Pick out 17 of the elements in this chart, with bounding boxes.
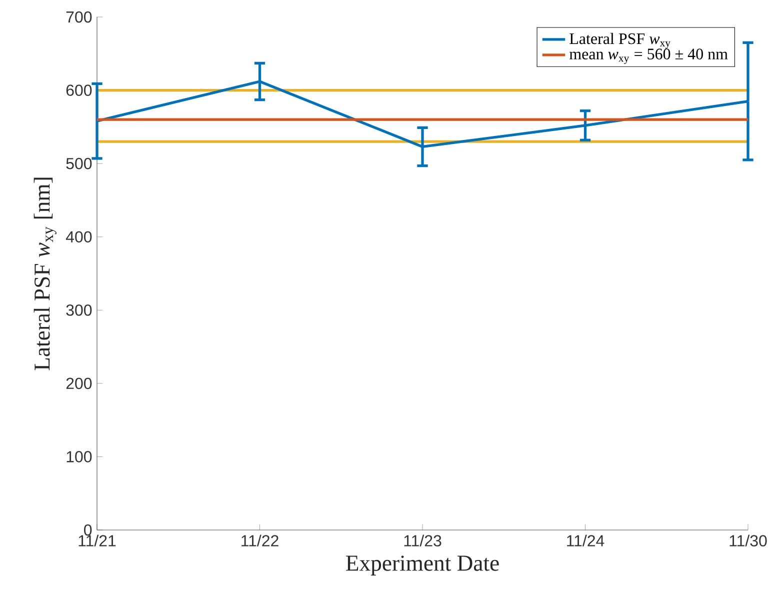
y-tick-label: 100 (66, 451, 92, 462)
y-tick-label: 300 (66, 304, 92, 316)
y-tick-label: 400 (66, 231, 92, 242)
y-tick-label: 700 (66, 11, 92, 23)
x-tick-label: 11/22 (242, 534, 278, 546)
y-tick-label: 600 (66, 84, 92, 96)
x-tick-label: 11/30 (730, 534, 767, 546)
x-axis-title: Experiment Date (346, 556, 499, 576)
y-tick-label: 200 (66, 378, 92, 390)
y-axis-title: Lateral PSF w$_{xy}$ [nm] (34, 178, 56, 370)
y-tick-label: 500 (66, 158, 92, 170)
x-tick-label: 11/23 (404, 534, 442, 546)
x-tick-label: 11/21 (78, 534, 116, 546)
y-tick-label: 0 (84, 524, 92, 536)
legend-label: Lateral PSF w$_{xy}$ (570, 32, 670, 49)
legend-label: mean w$_{xy}$ = 560 ± 40 nm (569, 48, 728, 64)
x-tick-label: 11/24 (567, 534, 604, 546)
